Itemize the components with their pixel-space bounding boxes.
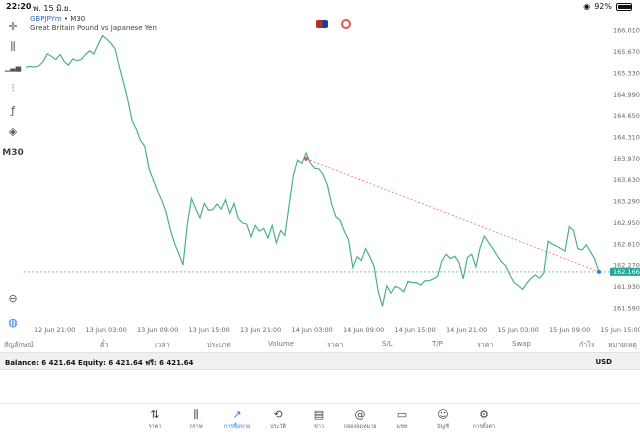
trade-icon: ↗	[232, 408, 242, 421]
price-series-line	[25, 34, 600, 307]
nav-trade[interactable]: ↗ การซื้อขาย	[217, 407, 257, 431]
balance-summary: Balance: 6 421.64 Equity: 6 421.64 ฟรี: …	[5, 359, 194, 367]
status-time: 22:20	[6, 2, 32, 11]
chat-icon: ▭	[396, 408, 408, 421]
x-tick-label: 13 Jun 15:00	[189, 326, 230, 334]
function-icon[interactable]: ƒ	[11, 103, 15, 117]
symbol-description: Great Britain Pound vs Japanese Yen	[30, 24, 157, 32]
x-tick-label: 14 Jun 09:00	[343, 326, 384, 334]
x-tick-label: 13 Jun 03:00	[86, 326, 127, 334]
indicator-icon[interactable]: ▁▃▅	[4, 64, 22, 72]
col-ticket: ตั๋ว	[100, 341, 109, 349]
col-volume: Volume	[268, 340, 295, 348]
y-tick-label: 165.670	[613, 48, 640, 56]
nav-history[interactable]: ⟲ ประวัติ	[258, 407, 298, 431]
col-time: เวลา	[155, 341, 170, 349]
timeframe-button[interactable]: M30	[2, 148, 24, 158]
chart-symbol-title: GBPJPYm • M30	[30, 15, 86, 23]
y-tick-label: 164.990	[613, 91, 640, 99]
price-chart[interactable]: 166.010 165.670 165.330 164.990 164.650 164.3…	[24, 14, 640, 338]
nav-chart[interactable]: ⫼ กราฟ	[176, 407, 216, 431]
y-tick-label: 162.950	[613, 219, 640, 227]
status-date: พ. 15 มิ.ย.	[33, 4, 72, 13]
y-tick-label: 165.330	[613, 69, 640, 77]
x-tick-label: 13 Jun 21:00	[240, 326, 281, 334]
crosshair-icon[interactable]: ✛	[8, 19, 18, 33]
nav-chat[interactable]: ▭ แชท	[382, 407, 422, 431]
y-tick-label: 163.630	[613, 176, 640, 184]
mailbox-icon: @	[354, 408, 366, 421]
battery-icon	[616, 2, 632, 11]
x-tick-label: 15 Jun 09:00	[549, 326, 590, 334]
wifi-icon: ◉	[583, 2, 591, 11]
x-tick-label: 15 Jun 03:00	[498, 326, 539, 334]
bottom-navigation: ⇅ ราคา ⫼ กราฟ ↗ การซื้อขาย ⟲ ประวัติ ▤ ข่าว @…	[0, 403, 640, 447]
col-price-current: ราคา	[477, 341, 494, 349]
balance-row: Balance: 6 421.64 Equity: 6 421.64 ฟรี: …	[0, 352, 640, 370]
news-icon: ▤	[313, 408, 325, 421]
current-price-label-box	[610, 267, 640, 276]
battery-percent: 92%	[594, 2, 612, 11]
objects-icon[interactable]: ◈	[8, 124, 18, 138]
chart-type-icon[interactable]: ⫼	[10, 40, 16, 53]
x-tick-label: 15 Jun 15:00	[601, 326, 640, 334]
nav-news[interactable]: ▤ ข่าว	[299, 407, 339, 431]
history-icon: ⟲	[273, 408, 283, 421]
zoom-icon[interactable]: ⊖	[8, 291, 18, 305]
trendline-end-point[interactable]	[597, 269, 601, 274]
y-tick-label: 161.930	[613, 283, 640, 291]
account-icon: ☺	[437, 408, 449, 421]
trade-table-header: สัญลักษณ์ ตั๋ว เวลา ประเภท Volume ราคา S…	[0, 337, 640, 351]
x-tick-label: 12 Jun 21:00	[34, 326, 75, 334]
y-tick-label: 163.970	[613, 155, 640, 163]
y-tick-label: 162.270	[613, 262, 640, 270]
lifebuoy-icon[interactable]: ◍	[8, 315, 18, 329]
x-tick-label: 14 Jun 15:00	[395, 326, 436, 334]
y-tick-label: 161.590	[613, 304, 640, 312]
balance-currency: USD	[595, 358, 612, 366]
x-tick-label: 14 Jun 21:00	[446, 326, 487, 334]
col-symbol: สัญลักษณ์	[4, 341, 34, 349]
nav-settings[interactable]: ⚙ การตั้งค่า	[464, 407, 504, 431]
y-tick-label: 164.650	[613, 112, 640, 120]
symbol-timeframe: M30	[70, 15, 86, 23]
chart-mode-icon[interactable]	[341, 19, 351, 29]
one-click-trading-icon[interactable]	[316, 20, 328, 28]
col-swap: Swap	[512, 340, 531, 348]
y-tick-label: 163.290	[613, 198, 640, 206]
col-price: ราคา	[327, 341, 344, 349]
chart-icon: ⫼	[193, 408, 199, 421]
col-sl: S/L	[382, 340, 393, 348]
y-tick-label: 162.610	[613, 240, 640, 248]
y-tick-label: 164.310	[613, 133, 640, 141]
chart-toolbar: ✛ ⫼ ▁▃▅ ⫶ ƒ ◈ M30 ⊖ ◍	[0, 14, 24, 329]
nav-account[interactable]: ☺ บัญชี	[423, 407, 463, 431]
col-comment: หมายเหตุ	[608, 341, 637, 349]
settings-icon: ⚙	[479, 408, 489, 421]
trendline-start-point[interactable]	[304, 156, 309, 161]
x-tick-label: 13 Jun 09:00	[137, 326, 178, 334]
settings-sliders-icon[interactable]: ⫶	[11, 82, 15, 95]
col-profit: กำไร	[579, 341, 595, 349]
col-tp: T/P	[432, 340, 443, 348]
quotes-icon: ⇅	[150, 408, 160, 421]
nav-quotes[interactable]: ⇅ ราคา	[135, 407, 175, 431]
current-price-label: 162.166	[613, 268, 640, 276]
nav-mailbox[interactable]: @ กล่องจดหมาย	[340, 407, 380, 431]
status-bar: 22:20 พ. 15 มิ.ย. ◉ 92%	[0, 0, 640, 14]
x-tick-label: 14 Jun 03:00	[292, 326, 333, 334]
trendline[interactable]	[306, 158, 600, 273]
y-tick-label: 166.010	[613, 27, 640, 35]
col-type: ประเภท	[207, 341, 231, 349]
symbol-name: GBPJPYm	[30, 15, 62, 23]
